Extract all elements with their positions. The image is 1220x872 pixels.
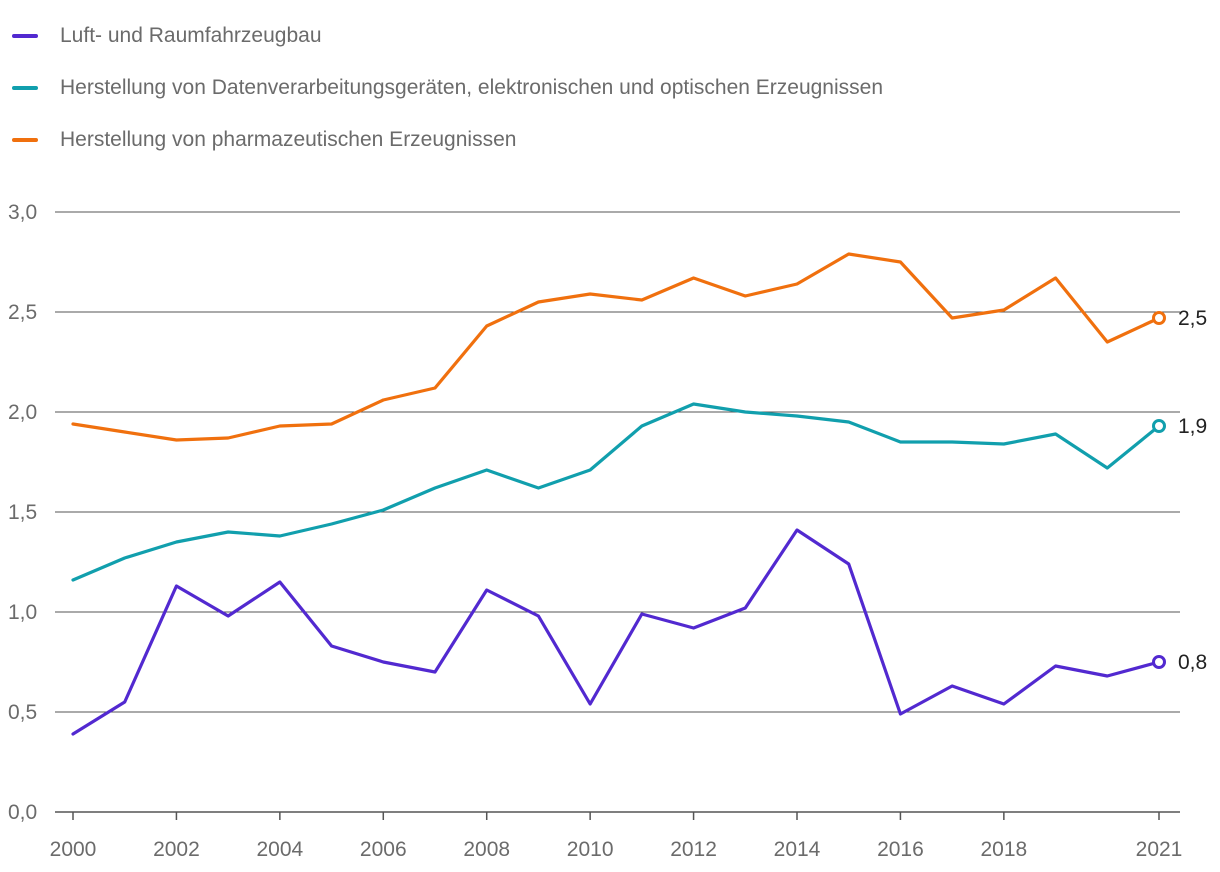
- series-end-label-1: 1,9: [1178, 415, 1207, 438]
- axes: 0,0 0,5 1,0 1,5 2,0 2,5 3,0 2000 2002 2004 2006 200…: [8, 201, 1182, 861]
- legend-swatch-aerospace: [12, 34, 38, 38]
- legend-label-electronics: Herstellung von Datenverarbeitungsgeräte…: [60, 76, 884, 99]
- legend-item-aerospace[interactable]: Luft- und Raumfahrzeugbau: [12, 10, 883, 62]
- series-end-marker-0: [1152, 655, 1166, 669]
- y-tick-label-3: 1,5: [8, 501, 37, 524]
- legend: Luft- und Raumfahrzeugbau Herstellung vo…: [12, 10, 883, 166]
- legend-label-pharma: Herstellung von pharmazeutischen Erzeugn…: [60, 128, 517, 151]
- y-tick-label-0: 0,0: [8, 801, 37, 824]
- x-tick-label-0: 2000: [50, 838, 97, 861]
- x-tick-label-7: 2014: [774, 838, 821, 861]
- x-tick-label-8: 2016: [877, 838, 924, 861]
- legend-swatch-pharma: [12, 138, 38, 142]
- y-tick-label-5: 2,5: [8, 301, 37, 324]
- x-tick-label-2: 2004: [256, 838, 303, 861]
- series-line-2: [71, 252, 1161, 442]
- grid-lines: [55, 211, 1180, 713]
- legend-swatch-electronics: [12, 86, 38, 90]
- y-tick-label-1: 0,5: [8, 701, 37, 724]
- legend-item-pharma[interactable]: Herstellung von pharmazeutischen Erzeugn…: [12, 114, 883, 166]
- series-end-marker-1: [1152, 419, 1166, 433]
- x-tick-label-6: 2012: [670, 838, 717, 861]
- y-tick-label-6: 3,0: [8, 201, 37, 224]
- series-line-0: [71, 528, 1161, 736]
- legend-label-aerospace: Luft- und Raumfahrzeugbau: [60, 24, 322, 47]
- x-tick-label-5: 2010: [567, 838, 614, 861]
- series-line-1: [71, 402, 1161, 582]
- series-end-label-0: 0,8: [1178, 651, 1207, 674]
- series-lines: 0,8 1,9 2,5: [71, 252, 1207, 736]
- x-tick-label-9: 2018: [980, 838, 1027, 861]
- series-end-marker-2: [1152, 311, 1166, 325]
- y-tick-label-4: 2,0: [8, 401, 37, 424]
- x-tick-label-3: 2006: [360, 838, 407, 861]
- x-tick-label-1: 2002: [153, 838, 200, 861]
- y-tick-label-2: 1,0: [8, 601, 37, 624]
- x-tick-label-4: 2008: [463, 838, 510, 861]
- series-end-label-2: 2,5: [1178, 307, 1207, 330]
- legend-item-electronics[interactable]: Herstellung von Datenverarbeitungsgeräte…: [12, 62, 883, 114]
- x-tick-label-10: 2021: [1136, 838, 1183, 861]
